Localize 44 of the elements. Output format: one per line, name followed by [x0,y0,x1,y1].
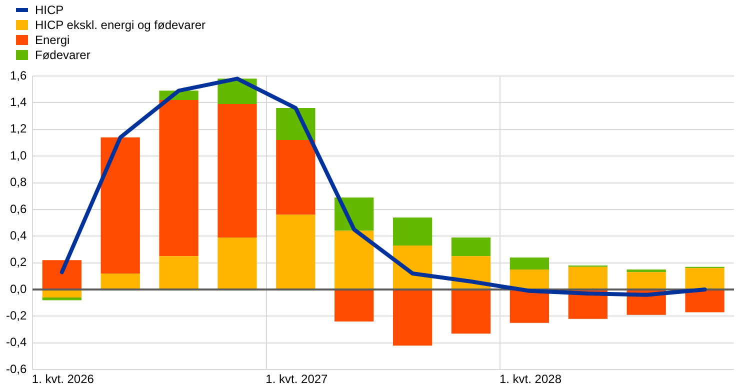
bar [42,290,82,298]
bar [568,266,608,289]
bar [276,140,316,215]
y-tick-label: 0,8 [10,175,27,190]
bar [334,290,374,322]
bar [510,270,550,289]
x-tick-label: 1. kvt. 2028 [499,372,562,386]
bar [276,214,316,289]
bar [626,270,666,272]
y-tick-label: 0,2 [10,255,27,270]
legend-label: HICP ekskl. energi og fødevarer [35,18,206,32]
bar [510,290,550,323]
bar [392,217,432,246]
y-tick-label: 0,6 [10,202,27,216]
bar [100,274,140,289]
bar [218,237,257,289]
y-tick-label: 1,0 [10,148,27,162]
bar [685,290,724,312]
bar [510,258,550,270]
bar [392,290,432,346]
legend-label: Energi [35,32,70,46]
y-tick-label: 0,4 [10,228,27,242]
bar [451,237,491,256]
legend-label: HICP [35,2,64,16]
bar [626,272,666,289]
bar [159,100,198,256]
y-tick-label: -0,6 [6,362,27,376]
bar [685,268,724,289]
y-tick-label: 0,0 [10,282,27,296]
bar [100,137,140,274]
y-tick-label: -0,2 [6,308,27,323]
bar [159,256,198,289]
y-tick-label: 1,4 [10,95,27,110]
legend-label: Fødevarer [35,48,90,62]
bar [42,260,82,289]
bar [451,290,491,334]
y-tick-label: 1,2 [10,122,27,136]
y-tick-label: -0,4 [6,335,27,350]
x-tick-label: 1. kvt. 2026 [32,372,94,386]
bar [42,298,82,300]
y-tick-label: 1,6 [10,68,27,82]
bar [334,230,374,289]
bar [218,104,257,238]
x-tick-label: 1. kvt. 2027 [266,372,328,386]
